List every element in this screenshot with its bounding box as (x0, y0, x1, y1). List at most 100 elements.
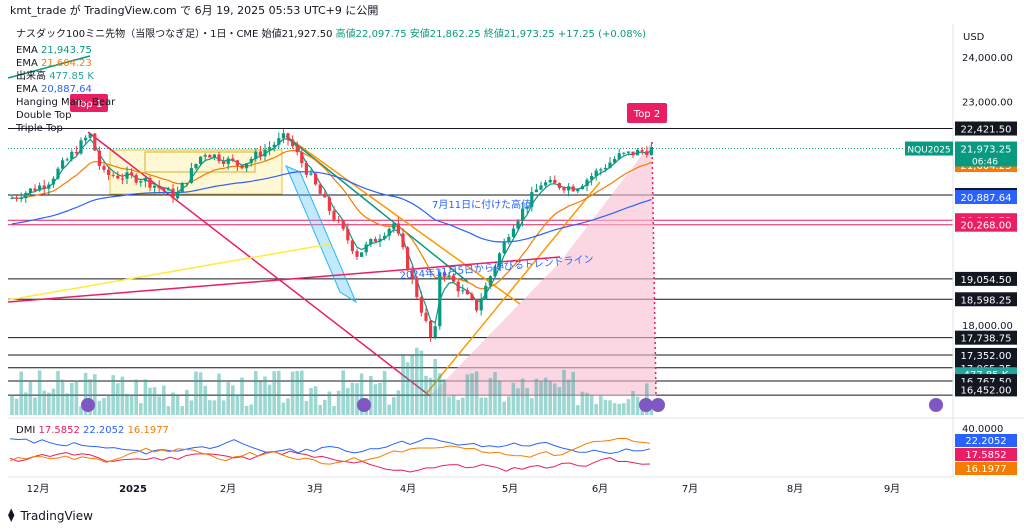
volume-bar (378, 382, 382, 415)
candle-body (281, 133, 285, 139)
price-axis[interactable]: 24,000.00 23,000.00 18,000.00 (962, 53, 1013, 332)
footer-brand[interactable]: TradingView (20, 509, 93, 523)
volume-bar (562, 369, 566, 415)
price-label-text: 16,452.00 (961, 385, 1012, 396)
candle-body (465, 290, 469, 295)
time-axis[interactable]: 12月 2025 2月 3月 4月 5月 6月 7月 8月 9月 (27, 483, 901, 495)
candle-body (590, 175, 594, 180)
dmi-line-1[interactable] (9, 450, 651, 473)
candle-body (130, 172, 134, 175)
legend-line-5[interactable]: Double Top (16, 109, 115, 122)
volume-bar (511, 382, 516, 415)
event-icon-2[interactable] (357, 398, 371, 412)
volume-bar (111, 375, 115, 415)
ema-line-1[interactable] (11, 138, 652, 324)
volume-bar (171, 392, 175, 415)
volume-bar (497, 380, 502, 415)
price-label-text: 17,352.00 (961, 351, 1012, 362)
candle-body (337, 219, 341, 221)
event-icon-1[interactable] (81, 398, 95, 412)
legend-line-3[interactable]: EMA 20,887.64 (16, 83, 115, 96)
symbol-tag[interactable]: NQU2025 (907, 146, 950, 156)
volume-bar (254, 371, 258, 415)
candle-body (498, 253, 502, 267)
dmi-value-box (955, 448, 1017, 461)
volume-bar (359, 373, 364, 415)
candle-body (461, 290, 465, 292)
event-icon-3[interactable] (639, 398, 653, 412)
volume-bar (290, 371, 295, 415)
candle-body (516, 221, 520, 229)
candle-body (28, 188, 32, 193)
ema-line-2[interactable] (11, 149, 652, 290)
candle-body (111, 174, 115, 176)
volume-bar (79, 406, 83, 415)
volume-bar (323, 399, 327, 415)
dotted-drop (651, 141, 657, 397)
chart-area[interactable]: Top 1 Top 2 7月11日に付けた高値 2024年11月5日から伸びるト… (0, 22, 1024, 502)
volume-bar (428, 377, 433, 415)
candle-body (65, 159, 69, 161)
volume-bar (507, 396, 511, 415)
volume-bar (143, 379, 148, 415)
candle-body (309, 173, 313, 175)
candle-body (631, 151, 635, 156)
volume-bar (60, 379, 65, 415)
volume-bar (576, 405, 580, 415)
volume-bar (74, 380, 79, 415)
candle-body (61, 160, 65, 169)
volume-bar (267, 384, 272, 415)
candle-body (406, 247, 410, 271)
candle-body (433, 326, 437, 338)
tradingview-logo-icon[interactable]: ⧫ (8, 508, 15, 523)
candle-body (93, 133, 97, 151)
legend-line-2[interactable]: 出来高 477.85 K (16, 70, 115, 83)
legend-line-value: 21,943.75 (40, 45, 92, 56)
volume-bar (47, 392, 51, 415)
volume-bar (203, 385, 207, 415)
candle-body (378, 238, 382, 242)
legend-line-1[interactable]: EMA 21,604.23 (16, 57, 115, 70)
candle-body (636, 149, 640, 156)
volume-bar (10, 394, 14, 415)
symbol-title[interactable]: ナスダック100ミニ先物（当限つなぎ足）・1日・CME (16, 29, 259, 40)
candle-body (139, 181, 143, 183)
dmi-line-3[interactable] (9, 437, 651, 465)
event-icon-5[interactable] (929, 398, 943, 412)
event-icon-4[interactable] (651, 398, 665, 412)
volume-bar (258, 381, 263, 415)
downtrend-line-1 (87, 131, 431, 397)
volume-bar (442, 379, 447, 415)
volume-bar (424, 375, 428, 415)
time-tick: 2月 (220, 483, 236, 495)
candle-body (304, 163, 308, 175)
volume-bar (281, 402, 286, 415)
volume-bar (566, 379, 571, 415)
volume-bar (534, 378, 539, 415)
volume-bar (631, 390, 635, 415)
volume-bar (102, 398, 106, 415)
volume-bar (185, 389, 189, 415)
chart-svg[interactable]: Top 1 Top 2 7月11日に付けた高値 2024年11月5日から伸びるト… (0, 22, 1024, 502)
currency-label[interactable]: USD (963, 32, 985, 43)
volume-bar (369, 375, 373, 415)
dmi-label[interactable]: DMI (16, 425, 36, 436)
dmi-value-box (955, 434, 1017, 447)
candle-body (346, 228, 350, 241)
price-label-box (955, 271, 1017, 286)
candle-body (222, 161, 226, 164)
legend-title-row: ナスダック100ミニ先物（当限つなぎ足）・1日・CME 始値21,927.50 … (16, 28, 646, 41)
volume-bar (235, 394, 240, 415)
candle-body (622, 152, 626, 154)
legend-line-6[interactable]: Triple Top (16, 122, 115, 135)
dmi-line-2[interactable] (9, 437, 651, 455)
legend-line-value: 477.85 K (49, 71, 94, 82)
legend-line-label: EMA (16, 58, 41, 69)
top2-badge (627, 103, 667, 123)
candle-body (162, 188, 166, 191)
legend-line-4[interactable]: Hanging Man - Bear (16, 96, 115, 109)
ema-line-3[interactable] (11, 171, 652, 243)
change-value: +17.25 (+0.08%) (557, 29, 647, 40)
volume-bar (461, 397, 465, 415)
legend-line-0[interactable]: EMA 21,943.75 (16, 44, 115, 57)
